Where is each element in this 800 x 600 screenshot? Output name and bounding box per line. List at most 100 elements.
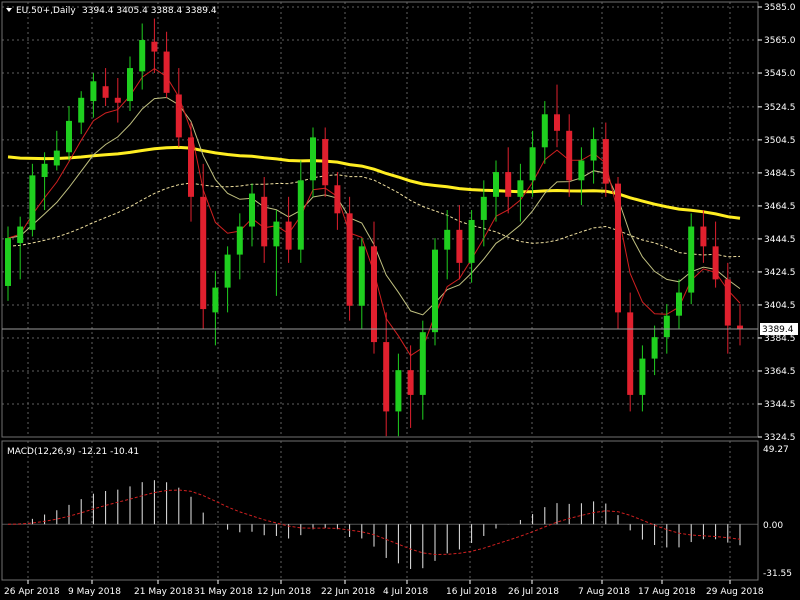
x-tick-label: 4 Jul 2018 — [383, 587, 428, 597]
macd-axis-top: 49.27 — [763, 445, 789, 455]
y-tick-label: 3344.5 — [764, 400, 796, 410]
x-tick-label: 26 Apr 2018 — [4, 587, 60, 597]
candle-body — [493, 172, 499, 197]
candle-body — [139, 40, 146, 72]
candle-body — [480, 196, 487, 220]
x-tick-label: 9 May 2018 — [68, 587, 121, 597]
candle-body — [200, 196, 207, 310]
candle-body — [78, 97, 85, 123]
candle-body — [29, 175, 36, 230]
candle-body — [566, 130, 573, 181]
candle-body — [651, 337, 658, 359]
candle-body — [53, 150, 60, 166]
y-tick-label: 3524.5 — [764, 103, 796, 113]
candle-body — [724, 279, 731, 326]
candlesticks — [5, 18, 743, 437]
y-tick-label: 3324.5 — [764, 433, 796, 443]
candle-body — [102, 86, 109, 98]
symbol-title: EU.50+,Daily — [16, 6, 76, 16]
y-tick-label: 3484.5 — [764, 169, 796, 179]
y-tick-label: 3585.0 — [764, 3, 796, 13]
macd-signal-path — [7, 489, 741, 556]
x-tick-label: 29 Aug 2018 — [706, 587, 764, 597]
y-tick-label: 3464.5 — [764, 202, 796, 212]
ma-long-line — [7, 145, 741, 220]
candle-body — [700, 226, 707, 247]
candle-body — [114, 97, 121, 103]
x-tick-label: 17 Aug 2018 — [638, 587, 696, 597]
x-tick-label: 16 Jul 2018 — [446, 587, 497, 597]
candle-body — [297, 180, 304, 250]
candle-body — [737, 325, 743, 329]
candle-body — [627, 312, 634, 395]
candle-body — [371, 246, 377, 343]
y-tick-label: 3444.5 — [764, 235, 796, 245]
candle-body — [90, 81, 97, 102]
candle-body — [175, 94, 182, 138]
y-tick-label: 3424.5 — [764, 268, 796, 278]
y-tick-label: 3504.5 — [764, 136, 796, 146]
candle-body — [17, 226, 24, 244]
price-axis: 3585.0 3565.0 3545.0 3524.5 3504.5 3484.5 3464… — [758, 3, 796, 443]
macd-axis-bottom: -31.55 — [763, 569, 792, 579]
candle-body — [151, 41, 158, 52]
candle-body — [41, 163, 48, 178]
candle-body — [273, 221, 280, 247]
candle-body — [712, 246, 719, 280]
price-grid — [2, 2, 758, 580]
main-pane-frame — [1, 1, 759, 438]
macd-pane-frame — [1, 440, 759, 581]
candle-body — [188, 137, 194, 197]
x-tick-label: 26 Jul 2018 — [508, 587, 559, 597]
current-price-tag — [760, 323, 798, 335]
y-tick-label: 3404.5 — [764, 301, 796, 311]
y-tick-label: 3364.5 — [764, 367, 796, 377]
candle-body — [688, 226, 695, 293]
x-tick-label: 12 Jun 2018 — [257, 587, 311, 597]
candle-body — [236, 226, 243, 255]
current-price-label: 3389.4 — [762, 325, 794, 335]
time-axis: 26 Apr 2018 9 May 2018 21 May 2018 31 May 2… — [4, 580, 764, 597]
ohlc-values: 3394.4 3405.4 3388.4 3389.4 — [82, 6, 217, 16]
candle-body — [590, 139, 597, 161]
candle-body — [444, 229, 451, 250]
candle-body — [395, 370, 402, 412]
candle-body — [468, 219, 475, 263]
candle-body — [639, 358, 646, 395]
x-tick-label: 7 Aug 2018 — [578, 587, 630, 597]
macd-signal-line — [7, 489, 741, 556]
candle-body — [5, 238, 11, 286]
candle-body — [554, 114, 560, 131]
candle-body — [346, 213, 353, 306]
candle-body — [358, 246, 365, 306]
candle-body — [407, 370, 414, 395]
candle-body — [615, 183, 621, 313]
candle-body — [212, 287, 219, 313]
candle-body — [261, 196, 268, 247]
candle-body — [676, 292, 682, 316]
macd-title: MACD(12,26,9) -12.21 -10.41 — [7, 447, 139, 457]
candle-body — [529, 147, 536, 181]
candle-body — [310, 137, 316, 181]
candle-body — [505, 172, 512, 197]
candle-body — [224, 254, 231, 288]
candle-body — [578, 160, 585, 181]
candle-body — [163, 51, 170, 93]
x-tick-label: 31 May 2018 — [194, 587, 253, 597]
candle-body — [285, 221, 292, 250]
x-tick-label: 22 Jun 2018 — [321, 587, 375, 597]
candle-body — [322, 139, 329, 186]
candle-body — [432, 249, 438, 333]
candle-body — [541, 114, 548, 148]
candle-body — [456, 229, 463, 263]
x-tick-label: 21 May 2018 — [134, 587, 193, 597]
candle-body — [334, 185, 341, 214]
candle-body — [66, 120, 72, 153]
candle-body — [517, 180, 524, 197]
y-tick-label: 3545.0 — [764, 69, 796, 79]
candle-body — [602, 139, 609, 184]
chart-menu-triangle-icon[interactable] — [6, 8, 12, 12]
candle-body — [383, 342, 390, 412]
macd-axis-zero: 0.00 — [763, 521, 783, 531]
